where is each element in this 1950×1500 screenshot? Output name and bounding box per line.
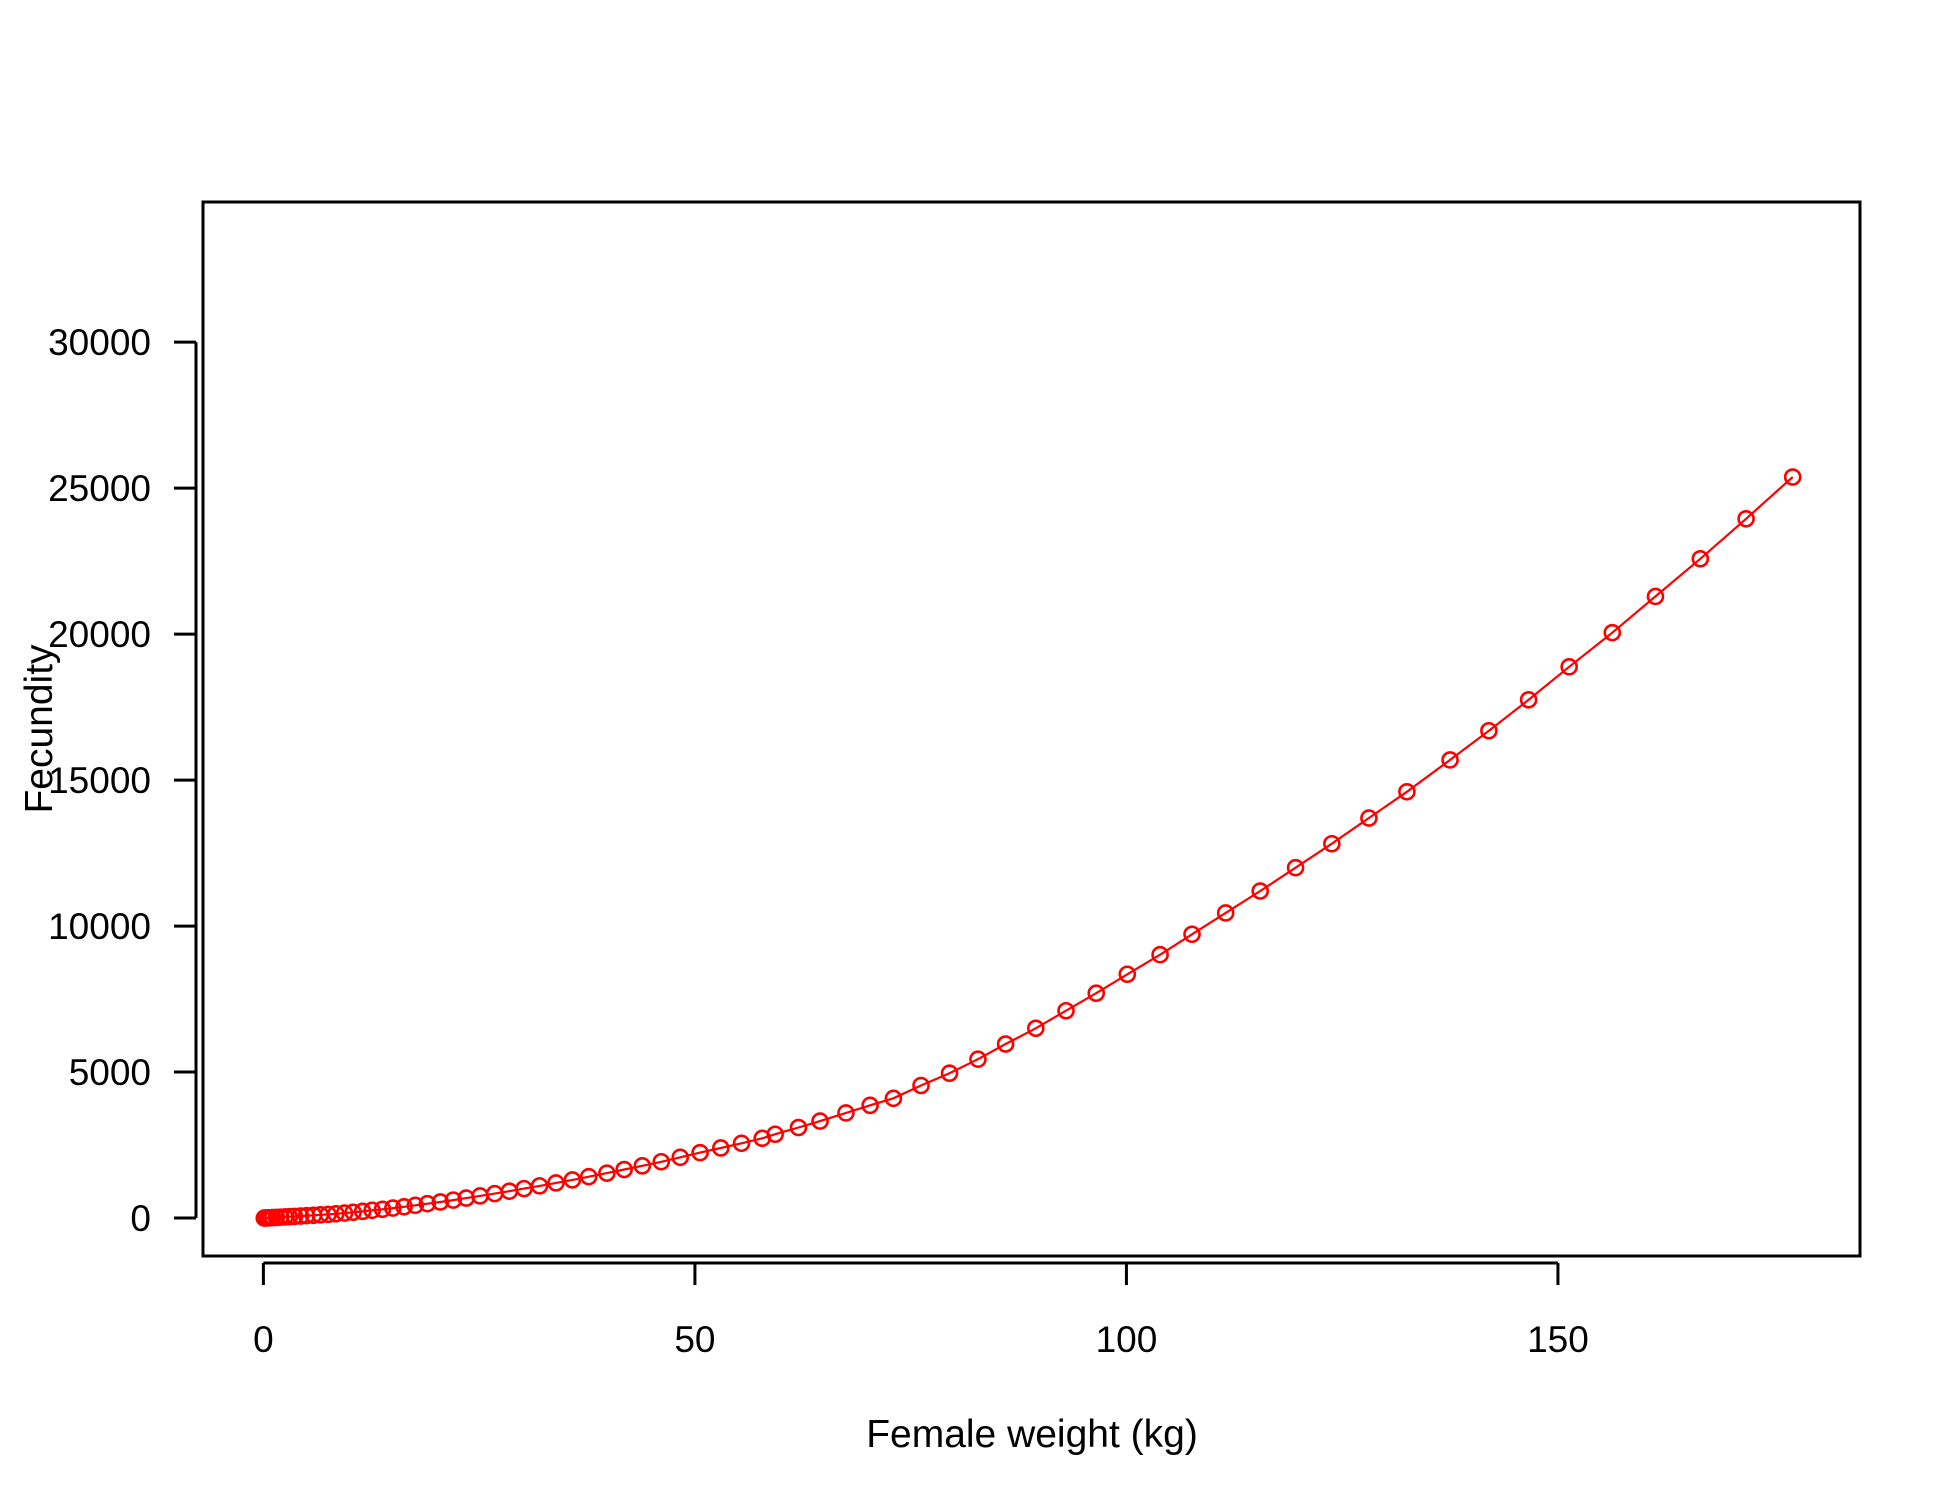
data-point <box>1183 925 1201 944</box>
data-point <box>912 1076 930 1095</box>
data-point <box>1441 751 1459 769</box>
data-point <box>280 1207 299 1226</box>
data-point <box>418 1194 437 1213</box>
data-point <box>615 1160 633 1179</box>
x-axis-title: Female weight (kg) <box>866 1413 1198 1456</box>
data-point <box>327 1204 345 1223</box>
data-point <box>353 1202 372 1221</box>
data-point <box>291 1207 310 1225</box>
data-point <box>1737 509 1755 528</box>
data-point <box>1118 965 1137 984</box>
data-point <box>1216 904 1235 922</box>
data-point <box>406 1196 425 1215</box>
data-point <box>344 1203 362 1222</box>
data-point <box>1057 1001 1075 1020</box>
data-point <box>940 1064 959 1083</box>
data-point <box>598 1164 616 1182</box>
x-tick-label: 150 <box>1527 1319 1589 1360</box>
data-point <box>1360 809 1378 827</box>
data-point <box>444 1191 463 1209</box>
data-point <box>1519 691 1538 709</box>
y-tick-label: 20000 <box>48 614 151 655</box>
data-point <box>1646 587 1665 606</box>
x-axis: 0 50 100 150 <box>253 1261 1589 1360</box>
data-point <box>563 1171 582 1189</box>
data-point <box>996 1035 1015 1053</box>
data-point <box>1603 623 1622 642</box>
series-line <box>264 476 1794 1220</box>
y-axis: 0 5000 10000 15000 20000 25000 30000 <box>48 322 198 1239</box>
data-point <box>1398 782 1416 801</box>
data-point <box>652 1152 671 1171</box>
data-point <box>861 1096 879 1115</box>
data-point <box>969 1050 987 1069</box>
data-point <box>335 1204 354 1222</box>
series-layer <box>255 468 1802 1227</box>
data-point <box>285 1207 304 1226</box>
x-tick-label: 0 <box>253 1319 274 1360</box>
data-point <box>547 1174 565 1192</box>
y-tick-label: 30000 <box>48 322 151 363</box>
data-point <box>395 1197 413 1216</box>
data-point <box>633 1157 652 1175</box>
data-point <box>1480 721 1498 740</box>
data-point <box>789 1118 808 1137</box>
data-point <box>691 1143 709 1162</box>
data-point <box>363 1201 381 1220</box>
data-point <box>1560 658 1578 676</box>
y-tick-label: 25000 <box>48 468 151 509</box>
y-tick-label: 5000 <box>69 1052 151 1093</box>
data-point <box>1027 1019 1045 1038</box>
data-point <box>431 1193 450 1211</box>
data-point <box>732 1134 751 1153</box>
y-axis-title: Fecundity <box>18 644 61 814</box>
data-point <box>1251 882 1270 900</box>
data-point <box>373 1200 392 1219</box>
data-point <box>1323 834 1341 853</box>
x-tick-label: 50 <box>674 1319 715 1360</box>
plot-frame <box>201 200 1862 1258</box>
y-tick-label: 10000 <box>48 906 151 947</box>
y-tick-label: 0 <box>130 1198 151 1239</box>
data-point <box>671 1148 690 1167</box>
data-point <box>384 1199 402 1217</box>
data-point <box>530 1177 549 1195</box>
x-tick-label: 100 <box>1096 1319 1158 1360</box>
data-point <box>1286 858 1305 877</box>
y-tick-label: 15000 <box>48 760 151 801</box>
data-point <box>884 1089 903 1108</box>
data-point <box>319 1205 337 1224</box>
data-point <box>1087 984 1106 1003</box>
data-point <box>837 1104 855 1122</box>
data-point <box>579 1167 598 1186</box>
data-point <box>811 1112 829 1130</box>
data-point <box>766 1125 784 1144</box>
data-point <box>1783 468 1802 486</box>
data-point <box>712 1139 730 1157</box>
data-point <box>1691 549 1710 568</box>
data-point <box>1151 945 1169 964</box>
